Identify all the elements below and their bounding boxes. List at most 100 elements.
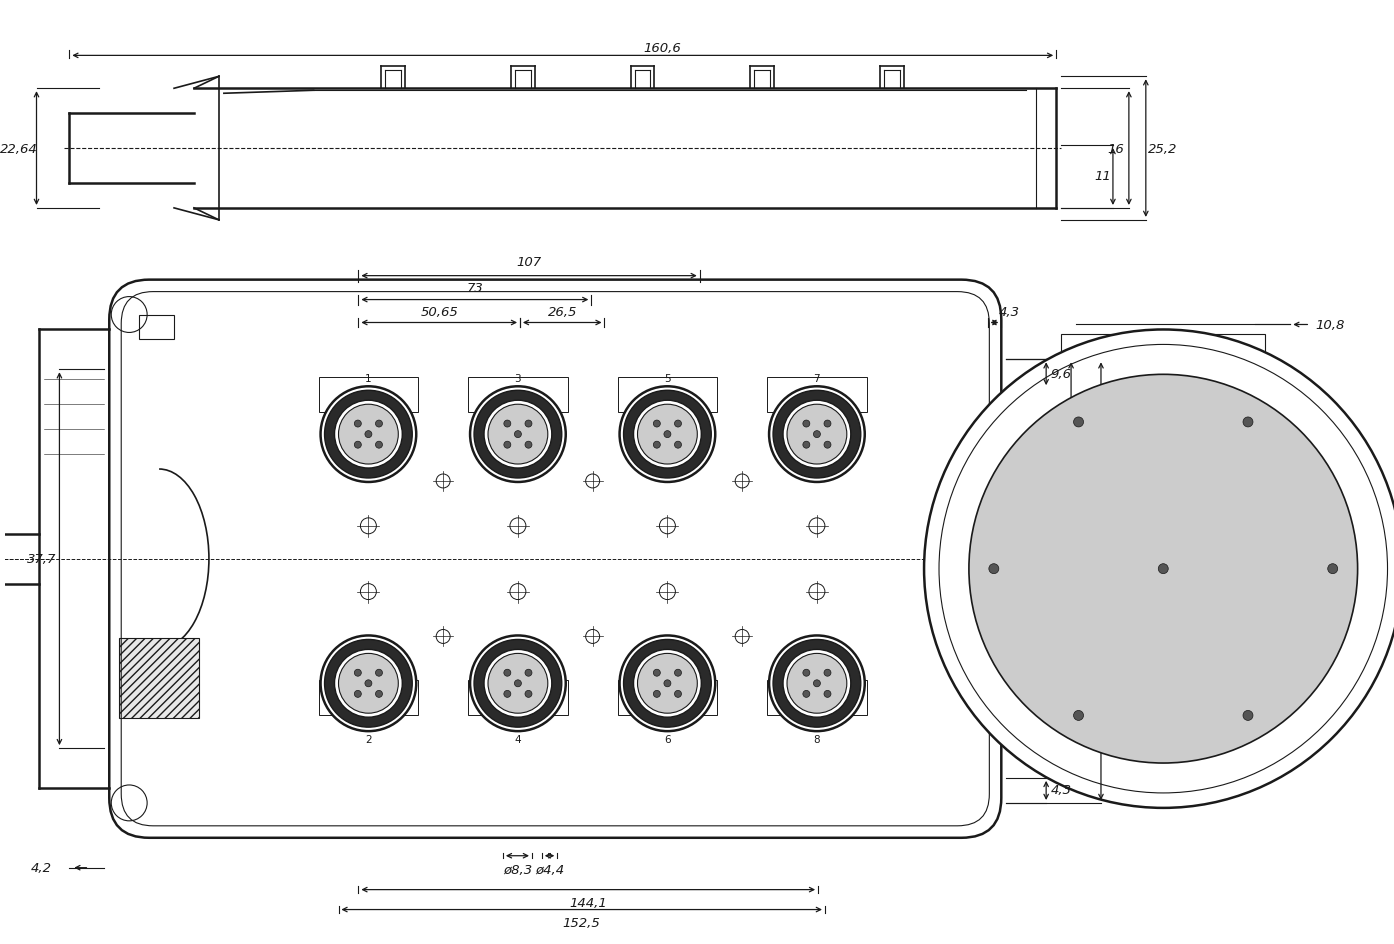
Circle shape <box>325 640 413 728</box>
Circle shape <box>321 387 417 482</box>
Circle shape <box>654 442 661 448</box>
Circle shape <box>824 442 831 448</box>
Circle shape <box>503 691 510 698</box>
Circle shape <box>675 442 682 448</box>
Circle shape <box>803 691 810 698</box>
Circle shape <box>824 691 831 698</box>
Text: 144,1: 144,1 <box>569 896 608 909</box>
Text: 152,5: 152,5 <box>563 916 601 929</box>
Circle shape <box>633 649 701 717</box>
Circle shape <box>488 653 548 714</box>
Text: 4,3: 4,3 <box>1051 784 1072 797</box>
Text: 10,8: 10,8 <box>1316 319 1345 331</box>
Circle shape <box>969 375 1358 764</box>
Text: ø4,4: ø4,4 <box>535 863 565 876</box>
Circle shape <box>623 391 711 479</box>
Circle shape <box>365 431 372 438</box>
Text: 4: 4 <box>514 734 521 744</box>
Circle shape <box>526 421 533 428</box>
Text: 73: 73 <box>467 282 484 295</box>
Text: 107: 107 <box>517 256 542 269</box>
Circle shape <box>637 653 697 714</box>
Bar <box>468 681 567 716</box>
Text: 6: 6 <box>664 734 671 744</box>
Circle shape <box>803 442 810 448</box>
Circle shape <box>769 635 864 732</box>
Circle shape <box>335 401 403 468</box>
Text: ø8,3: ø8,3 <box>503 863 533 876</box>
Circle shape <box>321 635 417 732</box>
Circle shape <box>474 640 562 728</box>
Circle shape <box>526 691 533 698</box>
Circle shape <box>335 649 403 717</box>
Text: 16: 16 <box>1108 143 1125 156</box>
Circle shape <box>654 691 661 698</box>
Circle shape <box>664 431 671 438</box>
Circle shape <box>654 421 661 428</box>
Text: 11: 11 <box>1094 170 1111 183</box>
Circle shape <box>503 421 510 428</box>
Circle shape <box>769 387 864 482</box>
Circle shape <box>470 387 566 482</box>
Circle shape <box>354 421 361 428</box>
Text: 1: 1 <box>365 374 372 384</box>
Circle shape <box>654 669 661 677</box>
Circle shape <box>619 635 715 732</box>
Bar <box>767 681 867 716</box>
Circle shape <box>354 669 361 677</box>
Text: 37,7: 37,7 <box>26 552 56 565</box>
Circle shape <box>633 401 701 468</box>
Circle shape <box>484 401 552 468</box>
Text: 34: 34 <box>1078 453 1094 466</box>
Circle shape <box>354 442 361 448</box>
Circle shape <box>339 653 399 714</box>
Bar <box>319 681 418 716</box>
Circle shape <box>325 391 413 479</box>
Bar <box>618 681 718 716</box>
Text: 54: 54 <box>1108 575 1125 587</box>
Circle shape <box>924 330 1394 808</box>
Text: 5: 5 <box>664 374 671 384</box>
Bar <box>319 378 418 413</box>
Circle shape <box>1243 417 1253 428</box>
Bar <box>468 378 567 413</box>
Text: 4,3: 4,3 <box>999 306 1020 319</box>
Circle shape <box>619 387 715 482</box>
Circle shape <box>824 669 831 677</box>
Circle shape <box>375 669 382 677</box>
Circle shape <box>1327 565 1338 574</box>
Text: 7: 7 <box>814 374 820 384</box>
Circle shape <box>488 405 548 464</box>
Circle shape <box>474 391 562 479</box>
Circle shape <box>824 421 831 428</box>
Circle shape <box>354 691 361 698</box>
Circle shape <box>375 421 382 428</box>
Circle shape <box>365 680 372 687</box>
Circle shape <box>675 669 682 677</box>
Text: 26,5: 26,5 <box>548 306 577 319</box>
Bar <box>1061 753 1266 778</box>
Circle shape <box>774 640 860 728</box>
Text: 8: 8 <box>814 734 820 744</box>
Text: 2: 2 <box>365 734 372 744</box>
Circle shape <box>675 691 682 698</box>
Circle shape <box>375 691 382 698</box>
Circle shape <box>514 431 521 438</box>
Circle shape <box>803 669 810 677</box>
Circle shape <box>514 680 521 687</box>
Bar <box>767 378 867 413</box>
Circle shape <box>526 442 533 448</box>
Circle shape <box>503 669 510 677</box>
Circle shape <box>788 405 846 464</box>
Circle shape <box>1073 417 1083 428</box>
Bar <box>618 378 718 413</box>
Circle shape <box>339 405 399 464</box>
Circle shape <box>1073 711 1083 720</box>
Bar <box>139 315 174 340</box>
Circle shape <box>814 680 821 687</box>
Circle shape <box>783 401 850 468</box>
Circle shape <box>774 391 860 479</box>
Text: 160,6: 160,6 <box>644 42 682 55</box>
Text: 25,2: 25,2 <box>1149 143 1178 156</box>
Text: 50,65: 50,65 <box>421 306 459 319</box>
